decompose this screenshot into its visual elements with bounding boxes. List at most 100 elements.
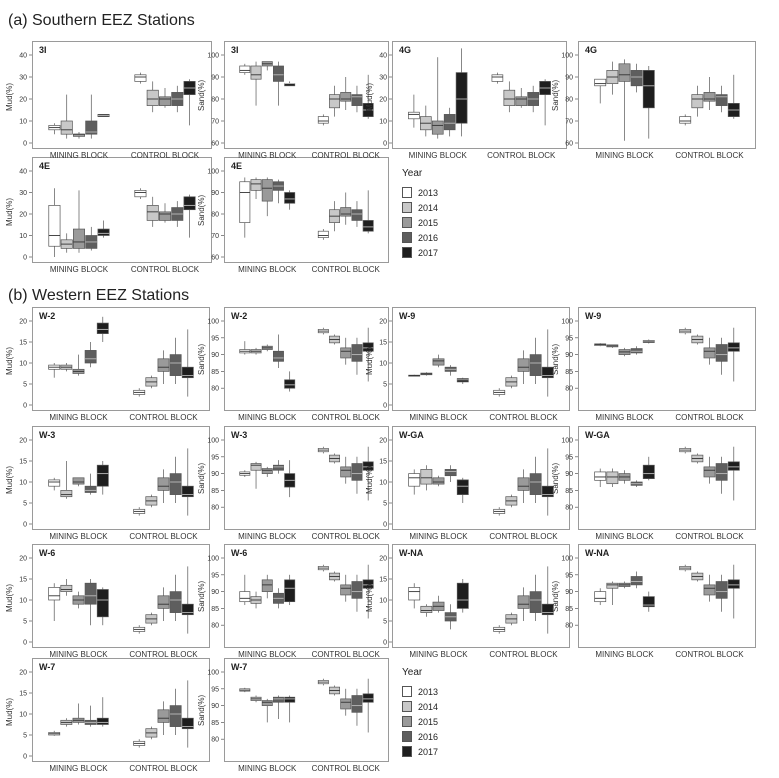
panel-station-label: W-9 [585, 311, 602, 321]
legend-swatch [402, 731, 412, 742]
panel-station-label: W-6 [39, 548, 56, 558]
legend-swatch [402, 202, 412, 213]
legend-swatch [402, 716, 412, 727]
x-group-label: MINING BLOCK [49, 151, 109, 160]
panel-station-label: 3I [39, 45, 47, 55]
legend-item-2015: 2015 [402, 215, 438, 230]
panel-station-label: W-7 [39, 662, 56, 672]
y-tick-label: 10 [19, 361, 27, 368]
y-tick-label: 40 [19, 53, 27, 60]
x-group-label: MINING BLOCK [409, 650, 468, 659]
legend-title: Year [402, 667, 423, 678]
y-tick-label: 0 [23, 403, 27, 410]
y-axis-label: Sand(%) [197, 79, 206, 111]
y-tick-label: 85 [211, 720, 219, 727]
x-group-label: CONTROL BLOCK [675, 650, 744, 659]
y-axis-label: Mud(%) [5, 583, 14, 612]
y-tick-label: 0 [23, 141, 27, 148]
x-group-label: CONTROL BLOCK [130, 151, 200, 160]
y-tick-label: 10 [19, 119, 27, 126]
legend-label: 2014 [418, 202, 439, 213]
y-tick-label: 0 [23, 640, 27, 647]
y-tick-label: 70 [211, 233, 219, 240]
y-tick-label: 95 [211, 454, 219, 461]
x-group-label: CONTROL BLOCK [311, 265, 380, 274]
y-tick-label: 10 [19, 233, 27, 240]
x-group-label: CONTROL BLOCK [675, 151, 744, 160]
chart-panel: W-7 [224, 658, 389, 762]
chart-panel: W-NA [578, 544, 756, 648]
chart-panel: 4G [578, 41, 756, 149]
legend-label: 2017 [418, 247, 439, 258]
x-group-label: MINING BLOCK [49, 265, 109, 274]
chart-panel: W-6 [32, 544, 210, 648]
chart-panel: W-NA [392, 544, 570, 648]
y-tick-label: 70 [211, 119, 219, 126]
chart-panel: 4E [224, 157, 389, 263]
panel-station-label: W-6 [231, 548, 248, 558]
legend-item-2013: 2013 [402, 185, 438, 200]
chart-panel: W-3 [32, 426, 210, 530]
legend-item-2017: 2017 [402, 744, 438, 759]
legend-label: 2013 [418, 187, 439, 198]
y-axis-label: Sand(%) [197, 462, 206, 494]
x-group-label: MINING BLOCK [595, 650, 654, 659]
legend-western: Year 2013 2014 2015 2016 2017 [402, 667, 438, 759]
legend-label: 2015 [418, 217, 439, 228]
y-tick-label: 15 [19, 340, 27, 347]
y-tick-label: 20 [19, 438, 27, 445]
y-axis-label: Sand(%) [551, 580, 560, 612]
x-group-label: CONTROL BLOCK [129, 764, 198, 773]
legend-label: 2014 [418, 701, 439, 712]
y-tick-label: 90 [211, 190, 219, 197]
panel-station-label: 4G [399, 45, 412, 55]
legend-item-2017: 2017 [402, 245, 438, 260]
x-group-label: MINING BLOCK [595, 413, 654, 422]
y-tick-label: 80 [211, 737, 219, 744]
legend-label: 2016 [418, 731, 439, 742]
y-tick-label: 10 [19, 480, 27, 487]
legend-item-2016: 2016 [402, 729, 438, 744]
x-group-label: CONTROL BLOCK [129, 413, 198, 422]
y-tick-label: 40 [19, 169, 27, 176]
x-group-label: CONTROL BLOCK [311, 413, 380, 422]
y-axis-label: Mud(%) [365, 465, 374, 494]
x-group-label: MINING BLOCK [238, 151, 297, 160]
chart-panel: W-9 [392, 307, 570, 411]
y-tick-label: 80 [211, 212, 219, 219]
y-tick-label: 80 [211, 505, 219, 512]
y-tick-label: 80 [211, 623, 219, 630]
x-group-label: MINING BLOCK [238, 532, 297, 541]
chart-panel: W-GA [392, 426, 570, 530]
y-tick-label: 90 [211, 703, 219, 710]
legend-swatch [402, 701, 412, 712]
y-tick-label: 90 [211, 589, 219, 596]
y-axis-label: Sand(%) [197, 580, 206, 612]
x-group-label: MINING BLOCK [238, 764, 297, 773]
y-axis-label: Sand(%) [551, 343, 560, 375]
y-tick-label: 20 [19, 212, 27, 219]
y-axis-label: Mud(%) [5, 197, 14, 226]
x-group-label: MINING BLOCK [408, 151, 467, 160]
x-group-label: CONTROL BLOCK [311, 532, 380, 541]
x-group-label: CONTROL BLOCK [311, 650, 380, 659]
x-group-label: MINING BLOCK [595, 532, 654, 541]
legend-swatch [402, 187, 412, 198]
panel-station-label: 4G [585, 45, 598, 55]
y-tick-label: 85 [211, 488, 219, 495]
x-group-label: MINING BLOCK [49, 413, 108, 422]
chart-panel: W-GA [578, 426, 756, 530]
y-tick-label: 0 [23, 255, 27, 262]
legend-item-2013: 2013 [402, 684, 438, 699]
chart-panel: 4E [32, 157, 212, 263]
x-group-label: CONTROL BLOCK [129, 650, 198, 659]
y-tick-label: 90 [211, 471, 219, 478]
chart-panel: W-7 [32, 658, 210, 762]
panel-station-label: W-2 [39, 311, 56, 321]
y-tick-label: 0 [23, 522, 27, 529]
y-tick-label: 5 [23, 619, 27, 626]
chart-panel: W-9 [578, 307, 756, 411]
x-group-label: CONTROL BLOCK [489, 650, 558, 659]
x-group-label: CONTROL BLOCK [311, 151, 380, 160]
x-group-label: CONTROL BLOCK [311, 764, 380, 773]
